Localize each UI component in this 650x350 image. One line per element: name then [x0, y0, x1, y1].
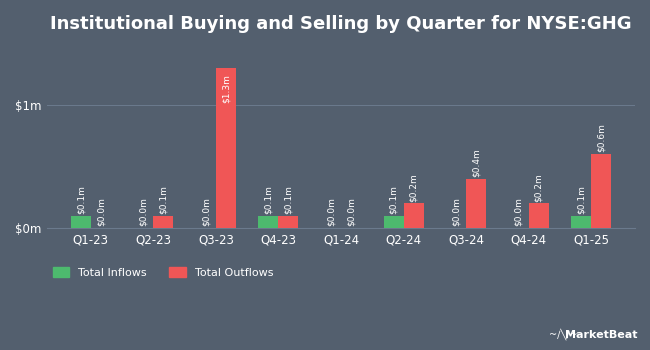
Bar	[466, 179, 486, 228]
Text: $0.0m: $0.0m	[202, 197, 211, 226]
Text: $0.0m: $0.0m	[139, 197, 148, 226]
Text: $0.1m: $0.1m	[577, 185, 586, 214]
Text: $0.1m: $0.1m	[76, 185, 85, 214]
Text: $0.1m: $0.1m	[264, 185, 273, 214]
Legend: Total Inflows, Total Outflows: Total Inflows, Total Outflows	[53, 267, 273, 278]
Text: $0.0m: $0.0m	[96, 197, 105, 226]
Text: $0.0m: $0.0m	[452, 197, 461, 226]
Text: $0.1m: $0.1m	[389, 185, 398, 214]
Bar	[404, 203, 424, 228]
Bar	[259, 216, 278, 228]
Text: $0.2m: $0.2m	[534, 173, 543, 202]
Text: $0.0m: $0.0m	[346, 197, 356, 226]
Bar	[592, 154, 611, 228]
Text: $0.4m: $0.4m	[472, 148, 480, 177]
Text: $0.0m: $0.0m	[514, 197, 523, 226]
Text: $0.2m: $0.2m	[409, 173, 418, 202]
Text: $0.6m: $0.6m	[597, 123, 606, 152]
Bar	[153, 216, 174, 228]
Bar	[528, 203, 549, 228]
Bar	[71, 216, 91, 228]
Text: ~∕╲∕~: ~∕╲∕~	[549, 328, 578, 340]
Title: Institutional Buying and Selling by Quarter for NYSE:GHG: Institutional Buying and Selling by Quar…	[50, 15, 632, 33]
Text: $0.1m: $0.1m	[284, 185, 293, 214]
Text: $1.3m: $1.3m	[222, 74, 231, 103]
Bar	[278, 216, 298, 228]
Bar	[384, 216, 404, 228]
Text: $0.1m: $0.1m	[159, 185, 168, 214]
Text: $0.0m: $0.0m	[326, 197, 335, 226]
Text: MarketBeat: MarketBeat	[564, 329, 637, 340]
Bar	[216, 68, 236, 228]
Bar	[571, 216, 592, 228]
